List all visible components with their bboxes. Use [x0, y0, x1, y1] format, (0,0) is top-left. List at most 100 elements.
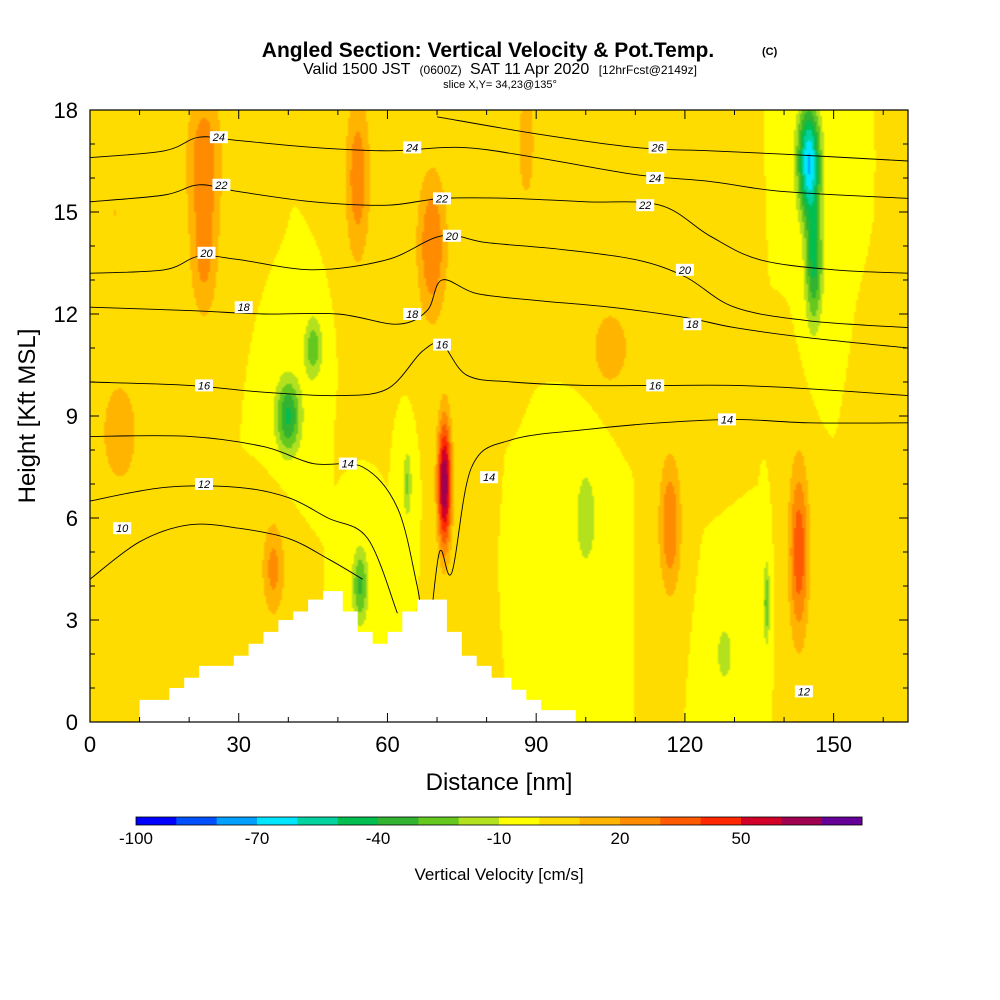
colorbar-tick-label: -100 — [119, 829, 153, 848]
colorbar-swatch — [821, 817, 863, 825]
colorbar-tick-label: -70 — [245, 829, 270, 848]
svg-text:18: 18 — [406, 309, 419, 321]
colorbar-swatch — [781, 817, 823, 825]
chart-title: Angled Section: Vertical Velocity & Pot.… — [262, 39, 714, 62]
theta-contour-14 — [90, 418, 908, 642]
svg-text:16: 16 — [436, 340, 449, 352]
x-tick-label: 60 — [375, 732, 399, 757]
y-tick-label: 12 — [54, 302, 78, 327]
colorbar-swatch — [660, 817, 702, 825]
theta-contour-22 — [90, 184, 908, 274]
contour-label: 24 — [209, 131, 228, 144]
colorbar-tick-label: 50 — [732, 829, 751, 848]
svg-text:18: 18 — [238, 302, 251, 314]
contour-label: 20 — [197, 246, 216, 260]
y-tick-label: 15 — [54, 200, 78, 225]
colorbar-title: Vertical Velocity [cm/s] — [414, 865, 583, 884]
svg-text:16: 16 — [649, 380, 662, 392]
subtitle-forecast: [12hrFcst@2149z] — [599, 63, 697, 77]
subtitle-valid-time: Valid 1500 JST — [303, 61, 411, 78]
contour-label: 18 — [683, 318, 702, 331]
svg-text:14: 14 — [342, 459, 354, 471]
y-tick-label: 6 — [66, 506, 78, 531]
contour-labels: 10 12 14 14 14 16 16 16 18 18 18 20 20 20 22 22 22 24 24 24… — [113, 131, 813, 698]
theta-contour-24 — [90, 136, 908, 199]
colorbar-swatch — [579, 817, 621, 825]
colorbar-tick-label: -40 — [366, 829, 391, 848]
svg-text:20: 20 — [445, 231, 459, 243]
colorbar-swatch — [418, 817, 460, 825]
subtitle-utc-time: (0600Z) — [420, 63, 462, 77]
colorbar-swatch — [257, 817, 298, 825]
terrain — [139, 591, 576, 722]
colorbar-swatch — [216, 817, 258, 825]
subtitle-date: SAT 11 Apr 2020 — [470, 61, 589, 78]
y-tick-label: 18 — [54, 98, 78, 123]
colorbar-swatch — [136, 817, 177, 825]
svg-text:12: 12 — [798, 686, 810, 698]
colorbar-swatch — [499, 817, 540, 825]
svg-text:10: 10 — [116, 523, 129, 535]
colorbar-swatch — [297, 817, 339, 825]
x-tick-label: 90 — [524, 732, 548, 757]
svg-text:20: 20 — [199, 248, 213, 260]
svg-text:24: 24 — [648, 173, 661, 185]
copyright-mark: (C) — [762, 46, 778, 58]
svg-text:14: 14 — [483, 472, 495, 484]
y-tick-label: 0 — [66, 710, 78, 735]
vertical-velocity-field — [90, 110, 908, 722]
contour-label: 14 — [480, 471, 499, 484]
contour-label: 18 — [234, 301, 253, 314]
contour-label: 16 — [433, 338, 451, 352]
svg-text:18: 18 — [686, 319, 699, 331]
svg-text:20: 20 — [678, 265, 692, 277]
contour-label: 16 — [646, 379, 665, 392]
colorbar-swatch — [378, 817, 419, 825]
colorbar-swatch — [458, 817, 500, 825]
axis-ticks: 0 30 60 90 120 150 0 3 6 9 12 15 18 — [54, 98, 908, 757]
contour-label: 20 — [442, 229, 461, 243]
theta-contour-10 — [90, 523, 363, 580]
slice-label: slice X,Y= 34,23@135° — [443, 79, 557, 91]
x-tick-label: 150 — [815, 732, 852, 757]
plot-area: 10 12 14 14 14 16 16 16 18 18 18 20 20 20 22 22 22 24 24 24… — [54, 98, 909, 757]
contour-label: 24 — [403, 141, 422, 154]
svg-text:22: 22 — [435, 193, 448, 205]
contour-label: 14 — [718, 413, 736, 426]
svg-text:22: 22 — [638, 200, 651, 212]
svg-text:24: 24 — [405, 142, 418, 154]
colorbar-tick-label: 20 — [611, 829, 630, 848]
contour-label: 12 — [195, 478, 213, 491]
colorbar-swatch — [176, 817, 218, 825]
x-tick-label: 30 — [226, 732, 250, 757]
colorbar: -100 -70 -40 -10 20 50 — [119, 816, 863, 848]
colorbar-swatch — [700, 817, 742, 825]
x-axis-label: Distance [nm] — [426, 769, 573, 796]
theta-contour-16 — [90, 342, 908, 397]
svg-text:24: 24 — [212, 132, 225, 144]
contour-label: 22 — [212, 178, 231, 192]
contour-label: 24 — [646, 172, 665, 185]
contour-label: 12 — [794, 685, 813, 698]
title-block: Angled Section: Vertical Velocity & Pot.… — [262, 39, 778, 91]
y-tick-label: 9 — [66, 404, 78, 429]
contour-label: 20 — [675, 263, 694, 277]
chart-subtitle: Valid 1500 JST (0600Z) SAT 11 Apr 2020 [… — [303, 61, 697, 78]
contour-label: 26 — [648, 141, 667, 154]
contour-label: 10 — [113, 522, 132, 535]
x-tick-label: 120 — [667, 732, 704, 757]
colorbar-swatch — [620, 817, 661, 825]
svg-text:22: 22 — [214, 180, 227, 192]
colorbar-swatch — [337, 817, 379, 825]
y-tick-label: 3 — [66, 608, 78, 633]
contour-label: 22 — [433, 192, 451, 205]
contour-label: 16 — [195, 379, 213, 392]
svg-text:12: 12 — [198, 479, 210, 491]
svg-text:14: 14 — [721, 414, 733, 426]
svg-text:16: 16 — [198, 380, 211, 392]
theta-contour-18 — [90, 279, 908, 349]
svg-text:26: 26 — [650, 142, 664, 154]
colorbar-tick-label: -10 — [487, 829, 512, 848]
x-tick-label: 0 — [84, 732, 96, 757]
